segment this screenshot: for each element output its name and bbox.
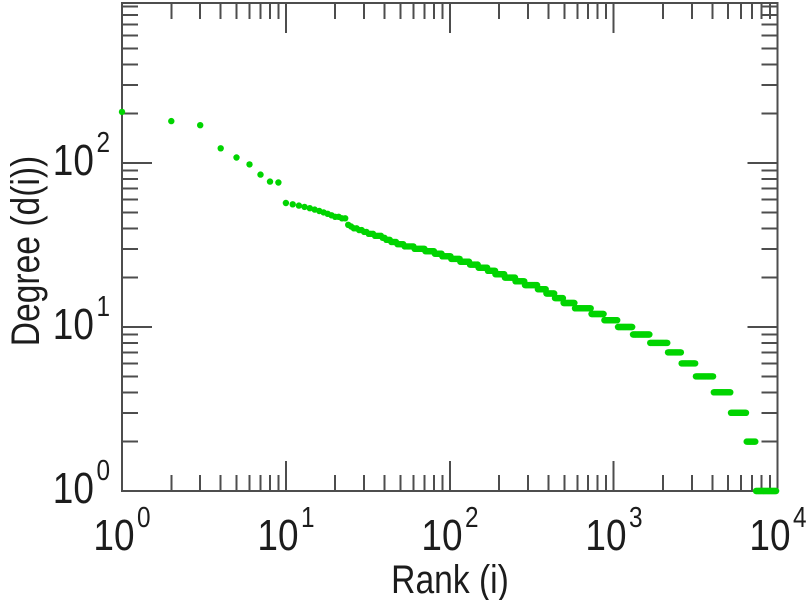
tick-exponent: 0 [96, 455, 110, 487]
axis-ticks [121, 3, 779, 492]
y-tick-label-10e0: 100 [52, 457, 110, 513]
plot-frame [121, 2, 779, 492]
data-point [282, 199, 290, 207]
data-point [629, 323, 636, 331]
data-point [559, 294, 567, 302]
data-point [692, 360, 699, 367]
tick-base: 10 [52, 464, 94, 513]
data-point [742, 409, 750, 416]
y-axis-title: Degree (d(i)) [4, 155, 48, 347]
x-tick-label-10e1: 101 [257, 504, 314, 560]
data-point [587, 305, 594, 312]
x-tick-label-10e0: 100 [93, 504, 150, 560]
tick-base: 10 [52, 300, 94, 349]
tick-exponent: 0 [137, 502, 151, 534]
data-point [275, 179, 282, 186]
tick-exponent: 2 [464, 502, 479, 534]
x-tick-label-10e3: 103 [585, 504, 642, 560]
tick-base: 10 [93, 511, 135, 560]
tick-exponent: 2 [96, 127, 110, 159]
data-point [342, 215, 349, 222]
data-point [646, 331, 653, 338]
data-point [233, 154, 240, 161]
tick-base: 10 [585, 511, 627, 560]
tick-base: 10 [748, 511, 791, 560]
scatter-series-degree-vs-rank [118, 108, 780, 495]
x-tick-label-10e2: 102 [421, 504, 478, 560]
data-point [614, 317, 621, 324]
data-point [197, 122, 204, 129]
tick-base: 10 [52, 136, 94, 185]
data-point [168, 117, 175, 125]
data-point [306, 205, 313, 212]
y-tick-label-10e2: 102 [52, 129, 110, 185]
data-point [289, 201, 296, 208]
tick-base: 10 [257, 511, 299, 560]
data-point [246, 161, 253, 168]
data-point [301, 203, 308, 211]
data-point [752, 438, 759, 445]
tick-exponent: 1 [300, 502, 315, 534]
data-point [118, 108, 126, 116]
data-point [571, 299, 578, 307]
data-point [677, 349, 685, 356]
data-point [266, 178, 274, 185]
data-point [664, 339, 671, 347]
tick-exponent: 1 [96, 291, 110, 323]
data-point [217, 145, 224, 152]
data-point [257, 171, 264, 178]
tick-base: 10 [421, 511, 463, 560]
data-point [772, 487, 780, 495]
data-point [709, 373, 717, 380]
x-tick-label-10e4: 104 [748, 504, 806, 560]
data-point [727, 389, 734, 396]
tick-exponent: 3 [628, 502, 643, 534]
data-point [600, 310, 607, 318]
tick-exponent: 4 [792, 502, 807, 534]
data-point [295, 202, 303, 209]
y-tick-label-10e1: 101 [52, 293, 110, 349]
x-axis-title: Rank (i) [391, 558, 509, 600]
